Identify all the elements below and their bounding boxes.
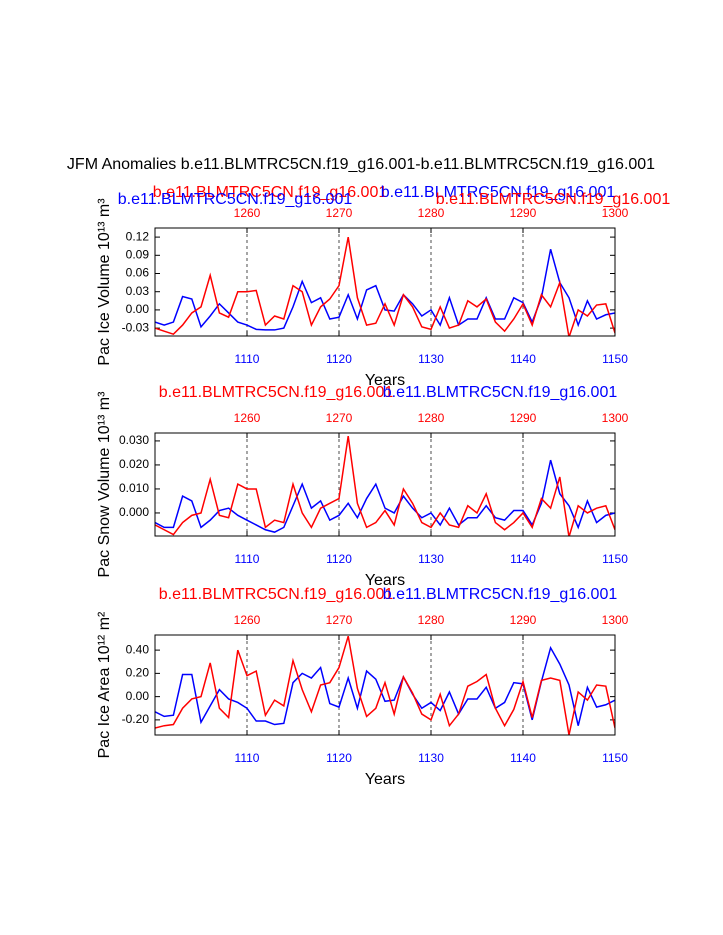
x2-tick-label: 1270 xyxy=(326,411,353,425)
x-tick-label: 1150 xyxy=(602,352,628,366)
plot-frame xyxy=(154,432,616,537)
series-label: b.e11.BLMTRC5CN.f19_g16.001 xyxy=(381,184,616,201)
x2-tick-label: 1300 xyxy=(602,613,629,627)
x-tick-label: 1140 xyxy=(510,751,536,765)
x-tick-label: 1110 xyxy=(235,552,260,566)
y-tick-label: 0.000 xyxy=(119,505,149,519)
series-line xyxy=(155,635,615,735)
series-line xyxy=(155,436,615,536)
x2-tick-label: 1260 xyxy=(234,613,261,627)
y-tick-label: 0.03 xyxy=(126,284,150,298)
y-tick-label: 0.12 xyxy=(126,229,150,243)
x2-tick-label: 1260 xyxy=(234,206,261,220)
y-tick-label: 0.010 xyxy=(119,481,149,495)
x2-tick-label: 1290 xyxy=(510,206,537,220)
y-tick-label: 0.00 xyxy=(126,302,150,316)
x-tick-label: 1120 xyxy=(326,751,352,765)
plot-frame xyxy=(154,634,616,736)
y-tick-label: 0.09 xyxy=(126,247,150,261)
main-title: JFM Anomalies b.e11.BLMTRC5CN.f19_g16.00… xyxy=(67,156,655,173)
x-tick-label: 1120 xyxy=(326,352,352,366)
x2-tick-label: 1280 xyxy=(418,411,445,425)
series-label: b.e11.BLMTRC5CN.f19_g16.001 xyxy=(383,586,618,603)
x-tick-label: 1130 xyxy=(418,751,444,765)
y-tick-label: 0.030 xyxy=(119,433,149,447)
y-tick-label: 0.06 xyxy=(126,266,150,280)
x2-tick-label: 1290 xyxy=(510,411,537,425)
x2-tick-label: 1260 xyxy=(234,411,261,425)
x-axis-label: Years xyxy=(365,372,405,389)
x-tick-label: 1110 xyxy=(235,751,260,765)
x2-tick-label: 1270 xyxy=(326,613,353,627)
x-tick-label: 1130 xyxy=(418,352,444,366)
x2-tick-label: 1290 xyxy=(510,613,537,627)
x2-tick-label: 1270 xyxy=(326,206,353,220)
y-tick-label: 0.20 xyxy=(126,666,150,680)
plot-frame xyxy=(154,227,616,337)
series-label: b.e11.BLMTRC5CN.f19_g16.001 xyxy=(153,184,388,201)
x-tick-label: 1120 xyxy=(326,552,352,566)
x2-tick-label: 1300 xyxy=(602,206,629,220)
x-tick-label: 1110 xyxy=(235,352,260,366)
y-axis-label: Pac Ice Area 10¹² m² xyxy=(96,611,113,758)
annotation: b.e11.BLMTRC5CN.f19_g16.001 xyxy=(436,191,671,208)
y-tick-label: 0.00 xyxy=(126,689,150,703)
y-tick-label: -0.03 xyxy=(122,320,150,334)
y-axis-label: Pac Snow Volume 10¹³ m³ xyxy=(96,391,113,578)
x-tick-label: 1150 xyxy=(602,751,628,765)
x2-tick-label: 1280 xyxy=(418,613,445,627)
series-label: b.e11.BLMTRC5CN.f19_g16.001 xyxy=(159,384,394,401)
x-axis-label: Years xyxy=(365,572,405,589)
series-label: b.e11.BLMTRC5CN.f19_g16.001 xyxy=(383,384,618,401)
y-tick-label: 0.40 xyxy=(126,642,150,656)
y-tick-label: -0.20 xyxy=(122,712,150,726)
x2-tick-label: 1280 xyxy=(418,206,445,220)
x2-tick-label: 1300 xyxy=(602,411,629,425)
x-tick-label: 1150 xyxy=(602,552,628,566)
x-tick-label: 1140 xyxy=(510,552,536,566)
x-tick-label: 1130 xyxy=(418,552,444,566)
annotation: b.e11.BLMTRC5CN.f19_g16.001 xyxy=(118,191,353,208)
y-tick-label: 0.020 xyxy=(119,457,149,471)
series-line xyxy=(155,236,615,336)
y-axis-label: Pac Ice Volume 10¹³ m³ xyxy=(96,198,113,366)
x-axis-label: Years xyxy=(365,771,405,788)
series-label: b.e11.BLMTRC5CN.f19_g16.001 xyxy=(159,586,394,603)
x-tick-label: 1140 xyxy=(510,352,536,366)
